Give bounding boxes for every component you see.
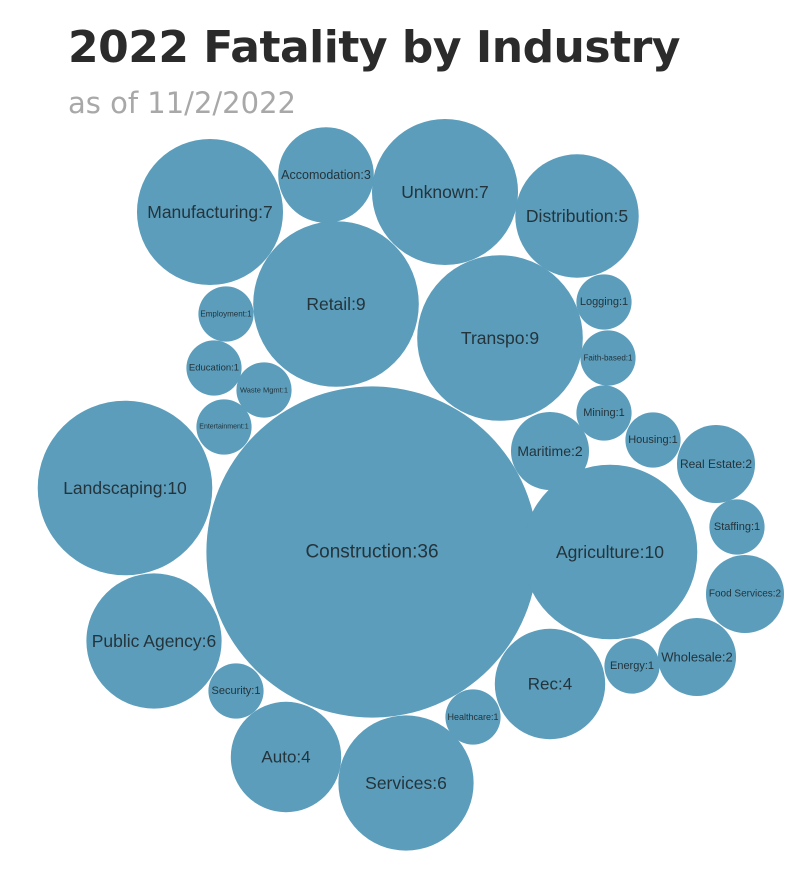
bubble-transpo: Transpo:9: [417, 255, 583, 421]
bubble-label: Construction:36: [305, 542, 438, 563]
bubble-circle: [371, 118, 519, 266]
bubble-circle: [494, 628, 606, 740]
bubble-label: Mining:1: [583, 407, 625, 419]
bubble-label: Services:6: [365, 773, 447, 793]
bubble-circle: [208, 663, 264, 719]
bubble-circle: [709, 499, 765, 555]
bubble-circle: [198, 286, 254, 342]
bubble-landscaping: Landscaping:10: [37, 400, 213, 576]
bubble-circle: [253, 221, 419, 387]
bubble-staffing: Staffing:1: [709, 499, 765, 555]
bubble-label: Maritime:2: [517, 443, 583, 459]
bubble-label: Landscaping:10: [63, 478, 187, 498]
bubble-food-services: Food Services:2: [705, 554, 785, 634]
bubble-label: Waste Mgmt:1: [240, 386, 288, 395]
bubble-mining: Mining:1: [576, 385, 632, 441]
bubble-circle: [236, 362, 292, 418]
bubble-circle: [676, 424, 756, 504]
bubble-label: Employment:1: [200, 310, 252, 319]
bubble-services: Services:6: [338, 715, 474, 851]
bubble-distribution: Distribution:5: [515, 154, 639, 278]
bubble-label: Transpo:9: [461, 328, 539, 348]
bubble-label: Staffing:1: [714, 521, 760, 533]
bubble-energy: Energy:1: [604, 638, 660, 694]
bubble-label: Energy:1: [610, 660, 654, 672]
bubble-entertainment: Entertainment:1: [196, 399, 252, 455]
bubble-label: Housing:1: [628, 434, 678, 446]
bubble-label: Accomodation:3: [281, 168, 371, 182]
bubble-rec: Rec:4: [494, 628, 606, 740]
bubble-construction: Construction:36: [206, 386, 538, 718]
bubble-circle: [705, 554, 785, 634]
bubble-wholesale: Wholesale:2: [657, 617, 737, 697]
bubble-logging: Logging:1: [576, 274, 632, 330]
bubble-label: Real Estate:2: [680, 457, 752, 471]
bubble-education: Education:1: [186, 340, 242, 396]
bubble-circle: [186, 340, 242, 396]
bubble-circle: [576, 274, 632, 330]
bubble-retail: Retail:9: [253, 221, 419, 387]
bubble-public-agency: Public Agency:6: [86, 573, 222, 709]
bubble-circle: [657, 617, 737, 697]
bubble-circle: [136, 138, 284, 286]
bubble-circle: [445, 689, 501, 745]
bubble-circle: [230, 701, 342, 813]
bubble-circle: [515, 154, 639, 278]
bubble-label: Food Services:2: [709, 589, 782, 600]
bubble-label: Agriculture:10: [556, 542, 664, 562]
bubble-circle: [37, 400, 213, 576]
bubble-circle: [86, 573, 222, 709]
bubble-circle: [576, 385, 632, 441]
bubble-label: Healthcare:1: [447, 712, 498, 722]
bubble-label: Public Agency:6: [92, 631, 217, 651]
bubble-circle: [206, 386, 538, 718]
bubble-circle: [580, 330, 636, 386]
bubble-healthcare: Healthcare:1: [445, 689, 501, 745]
bubble-circle: [417, 255, 583, 421]
bubble-label: Security:1: [212, 685, 261, 697]
bubble-label: Education:1: [189, 363, 239, 374]
bubble-circle: [338, 715, 474, 851]
bubble-circle: [625, 412, 681, 468]
bubble-label: Entertainment:1: [199, 424, 249, 431]
bubble-circle: [278, 127, 374, 223]
bubble-security: Security:1: [208, 663, 264, 719]
bubble-label: Unknown:7: [401, 182, 489, 202]
chart-subtitle: as of 11/2/2022: [68, 86, 296, 120]
bubble-circle: [510, 411, 590, 491]
bubble-label: Rec:4: [528, 675, 572, 694]
bubble-circle: [604, 638, 660, 694]
bubble-agriculture: Agriculture:10: [522, 464, 698, 640]
bubble-label: Wholesale:2: [661, 650, 733, 665]
bubble-circle: [522, 464, 698, 640]
bubble-manufacturing: Manufacturing:7: [136, 138, 284, 286]
bubble-faith-based: Faith-based:1: [580, 330, 636, 386]
bubble-real-estate: Real Estate:2: [676, 424, 756, 504]
chart-title: 2022 Fatality by Industry: [68, 22, 681, 73]
bubble-accomodation: Accomodation:3: [278, 127, 374, 223]
bubble-label: Logging:1: [580, 296, 628, 308]
bubble-unknown: Unknown:7: [371, 118, 519, 266]
bubble-label: Manufacturing:7: [147, 202, 273, 222]
bubble-maritime: Maritime:2: [510, 411, 590, 491]
bubble-waste-mgmt: Waste Mgmt:1: [236, 362, 292, 418]
bubble-employment: Employment:1: [198, 286, 254, 342]
bubble-auto: Auto:4: [230, 701, 342, 813]
bubble-label: Faith-based:1: [584, 354, 633, 363]
bubble-circle: [196, 399, 252, 455]
bubble-housing: Housing:1: [625, 412, 681, 468]
bubble-label: Distribution:5: [526, 206, 628, 226]
bubble-label: Auto:4: [261, 748, 310, 767]
bubble-label: Retail:9: [306, 294, 365, 314]
